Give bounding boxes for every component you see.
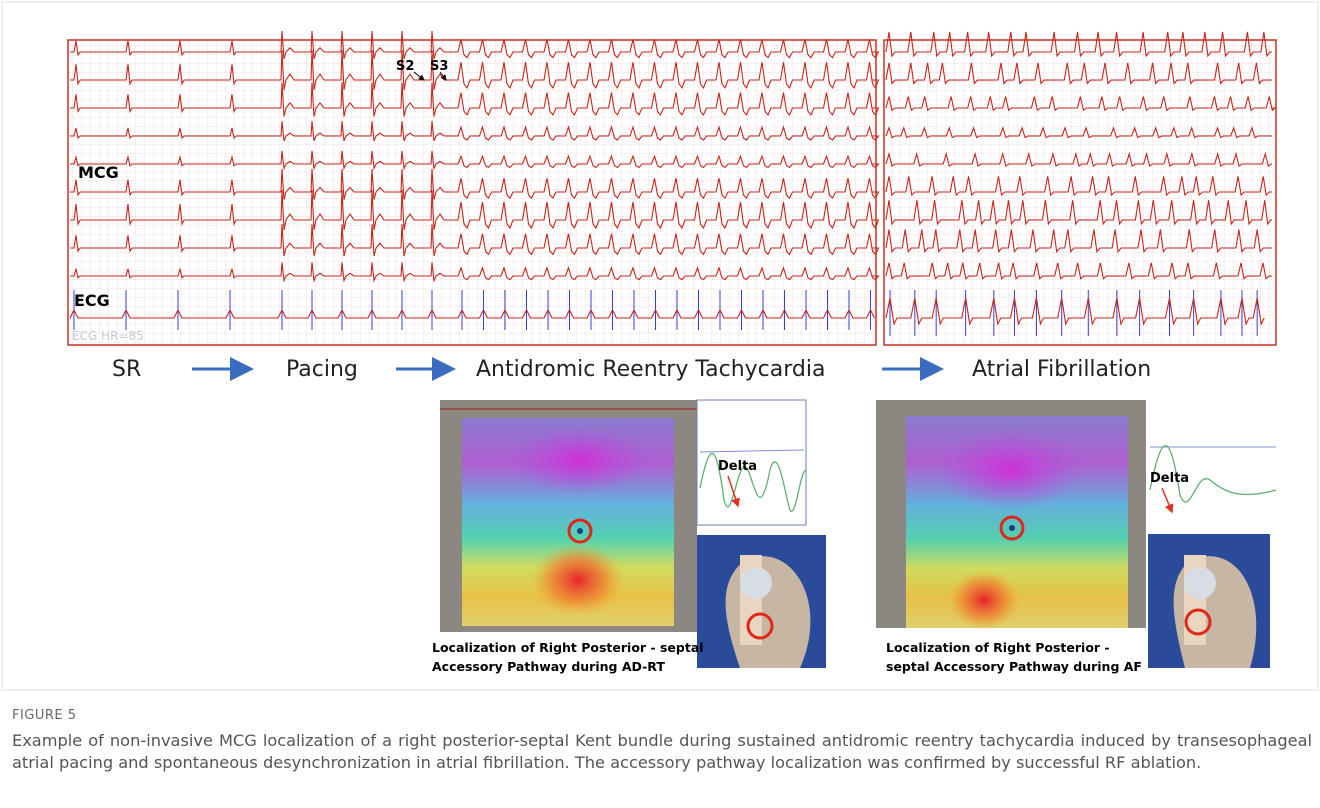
figure-caption: Example of non-invasive MCG localization…	[12, 731, 1312, 772]
pathway-dot	[577, 528, 583, 534]
s2-label: S2	[396, 59, 414, 74]
signal	[699, 452, 807, 512]
mcg-trace	[70, 150, 880, 171]
s3-label: S3	[430, 59, 448, 74]
model-heart	[740, 567, 772, 599]
delta-label: Delta	[718, 459, 757, 474]
mcg-label: MCG	[78, 163, 119, 182]
heatmap-spot	[510, 426, 650, 494]
mcg-trace	[885, 31, 1272, 58]
mcg-trace	[885, 200, 1273, 226]
arrow	[727, 475, 740, 508]
map-caption: Accessory Pathway during AD-RT	[432, 659, 665, 674]
mcg-trace	[885, 151, 1272, 167]
mcg-trace	[70, 189, 880, 231]
mcg-trace	[70, 121, 880, 142]
pathway-dot	[1009, 525, 1015, 531]
phase-label: SR	[112, 357, 141, 382]
mcg-trace	[885, 229, 1272, 254]
delta-label: Delta	[1150, 471, 1189, 486]
signal	[1149, 444, 1277, 503]
signal	[699, 449, 805, 453]
arrow	[1161, 487, 1174, 514]
model-heart	[1184, 567, 1216, 599]
figure-border	[1, 1, 1319, 691]
signal-inset	[1146, 400, 1276, 525]
figure: MCG ECG ECG HR=85 S2 S3 SR Pacing Antidr…	[1, 1, 1319, 691]
pathway-marker	[1184, 608, 1212, 636]
mcg-trace	[70, 82, 880, 117]
ecg-trace	[885, 297, 1265, 326]
map-caption: septal Accessory Pathway during AF	[886, 659, 1142, 674]
ecg-hr: ECG HR=85	[72, 329, 144, 343]
mcg-trace	[885, 96, 1277, 112]
pathway-marker	[999, 515, 1025, 541]
phases: SR Pacing Antidromic Reentry Tachycardia…	[112, 357, 1151, 382]
mcg-trace	[885, 262, 1273, 280]
arrow	[439, 71, 447, 81]
traces	[69, 30, 1277, 336]
arrow	[413, 71, 425, 81]
pathway-marker	[567, 518, 593, 544]
mcg-trace	[70, 224, 880, 257]
mcg-trace	[70, 50, 880, 90]
mcg-trace	[885, 176, 1272, 197]
mcg-trace	[70, 30, 880, 60]
heatmap-spot	[532, 544, 624, 616]
heatmap-spot	[936, 430, 1084, 510]
pathway-marker	[746, 612, 774, 640]
ecg-trace	[69, 308, 875, 319]
map-caption: Localization of Right Posterior - septal	[432, 640, 704, 655]
phase-label: Atrial Fibrillation	[972, 357, 1151, 382]
mcg-trace	[70, 262, 880, 283]
mcg-trace	[885, 62, 1273, 85]
mcg-trace	[885, 126, 1272, 139]
ecg-label: ECG	[74, 291, 110, 310]
mcg-trace	[70, 169, 880, 200]
heatmap-spot	[948, 570, 1020, 630]
map-caption: Localization of Right Posterior -	[886, 640, 1110, 655]
figure-label: FIGURE 5	[12, 708, 77, 723]
phase-label: Antidromic Reentry Tachycardia	[476, 357, 825, 382]
phase-label: Pacing	[286, 357, 358, 382]
